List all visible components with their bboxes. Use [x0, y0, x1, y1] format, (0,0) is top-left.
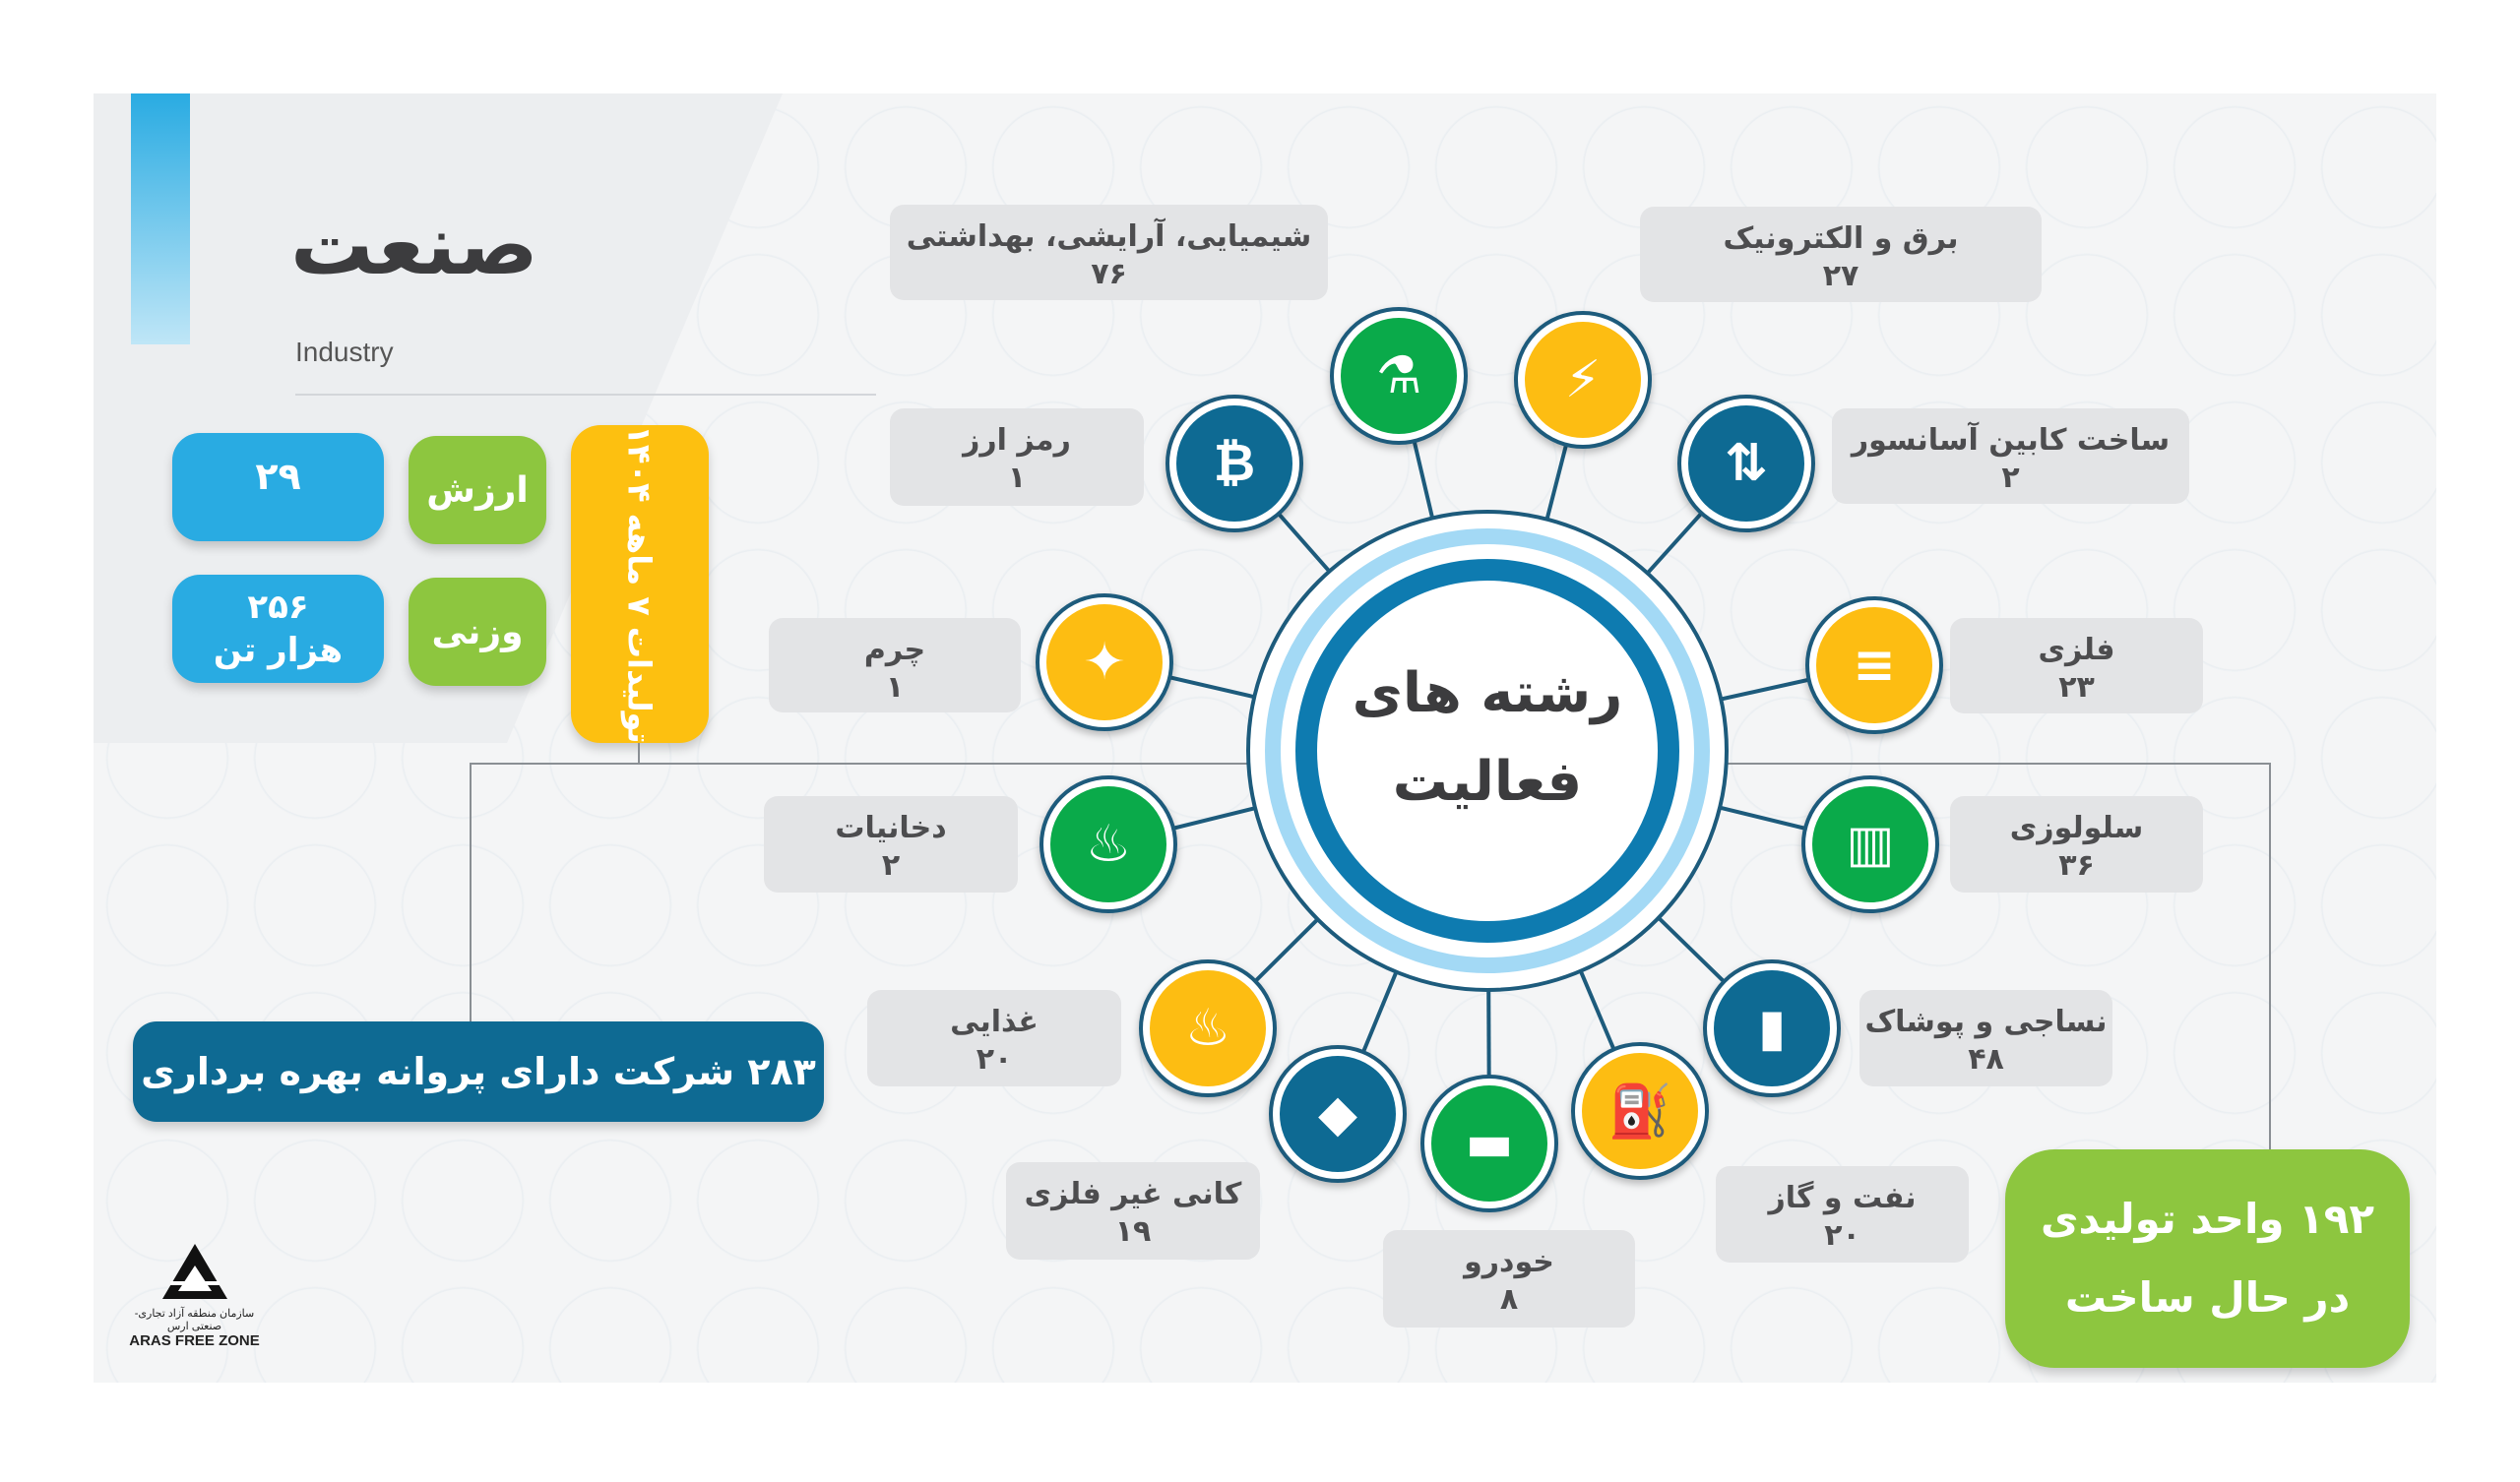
bitcoin-icon: ₿: [1176, 405, 1292, 522]
sector-count: ۲۷: [1822, 258, 1859, 293]
connector-line: [470, 763, 472, 1023]
steel-beam-icon: ≡: [1816, 607, 1932, 723]
weight-label: وزنی: [409, 578, 546, 686]
construction-line1: ۱۹۲ واحد تولیدی: [2041, 1195, 2374, 1244]
pipe-icon: ♨: [1050, 786, 1166, 902]
mineral-icon: ◆: [1280, 1056, 1396, 1172]
construction-line2: در حال ساخت: [2064, 1273, 2351, 1322]
sector-count: ۲: [881, 847, 901, 883]
sector-label: نساجی و پوشاک ۴۸: [1859, 990, 2112, 1086]
hub-light-ring: [1265, 528, 1710, 973]
sector-count: ۷۶: [1091, 256, 1127, 291]
aras-logo: سازمان منطقه آزاد تجاری-صنعتی ارس ARAS F…: [123, 1242, 266, 1360]
sector-icon-badge: ⚡: [1514, 311, 1652, 449]
sector-icon-badge: ▮: [1703, 959, 1841, 1097]
sector-icon-badge: ♨: [1139, 959, 1277, 1097]
logo-subtext: سازمان منطقه آزاد تجاری-صنعتی ارس: [134, 1308, 255, 1332]
sector-name: فلزی: [2038, 633, 2115, 667]
sector-label: خودرو ۸: [1383, 1230, 1635, 1328]
sector-count: ۲۳: [2058, 669, 2095, 705]
sector-icon-badge: ▥: [1801, 775, 1939, 913]
value-number: ۲۹: [255, 455, 301, 498]
sector-name: ساخت کابین آسانسور: [1851, 423, 2171, 458]
divider: [295, 394, 876, 396]
sector-name: رمز ارز: [963, 423, 1071, 458]
sector-name: خودرو: [1464, 1245, 1554, 1279]
licensed-companies-banner: ۲۸۳ شرکت دارای پروانه بهره برداری: [133, 1021, 824, 1122]
hub-dark-ring: [1295, 559, 1679, 943]
page-subtitle: Industry: [295, 337, 394, 367]
chemical-bottle-icon: ⚗: [1341, 318, 1457, 434]
sector-name: نساجی و پوشاک: [1864, 1005, 2108, 1039]
sector-count: ۱: [885, 669, 905, 705]
sector-label: چرم ۱: [769, 618, 1021, 712]
sector-count: ۱۹: [1114, 1213, 1152, 1249]
weight-stat: ۲۵۶ هزار تن: [172, 575, 384, 683]
sector-icon-badge: ⇅: [1677, 395, 1815, 532]
sector-label: سلولوزی ۳۶: [1950, 796, 2203, 893]
sector-icon-badge: ♨: [1040, 775, 1177, 913]
sector-name: برق و الکترونیک: [1723, 221, 1959, 256]
sector-name: سلولوزی: [2009, 811, 2144, 845]
value-stat: ۲۹: [172, 433, 384, 541]
sector-label: نفت و گاز ۲۰: [1716, 1166, 1969, 1263]
logo-text: ARAS FREE ZONE: [129, 1332, 260, 1349]
connector-line: [638, 743, 640, 763]
value-label: ارزش: [409, 436, 546, 544]
sector-count: ۴۸: [1968, 1041, 2004, 1077]
sector-count: ۸: [1499, 1281, 1519, 1317]
oil-pump-icon: ⛽: [1582, 1053, 1698, 1169]
sector-icon-badge: ⛽: [1571, 1042, 1709, 1180]
hub-title: رشته های فعالیت: [1306, 649, 1669, 826]
food-icon: ♨: [1150, 970, 1266, 1086]
connector-line: [2269, 763, 2271, 1151]
sector-count: ۲۰: [976, 1041, 1013, 1077]
sector-label: شیمیایی، آرایشی، بهداشتی ۷۶: [890, 205, 1328, 300]
hub-title-line2: فعالیت: [1392, 749, 1583, 814]
sector-label: ساخت کابین آسانسور ۲: [1832, 408, 2189, 504]
period-label: تولیدات ۷ ماهه ۱۴۰۴: [571, 425, 709, 743]
sector-label: برق و الکترونیک ۲۷: [1640, 207, 2042, 302]
weight-unit: هزار تن: [213, 631, 344, 670]
lightning-icon: ⚡: [1525, 322, 1641, 438]
paper-roll-icon: ▥: [1812, 786, 1928, 902]
mountain-logo-icon: [161, 1244, 227, 1299]
sector-icon-badge: ▬: [1420, 1075, 1558, 1212]
sector-name: نفت و گاز: [1768, 1181, 1917, 1215]
sector-icon-badge: ✦: [1036, 593, 1173, 731]
elevator-icon: ⇅: [1688, 405, 1804, 522]
under-construction-box: ۱۹۲ واحد تولیدی در حال ساخت: [2005, 1149, 2410, 1368]
car-icon: ▬: [1431, 1085, 1547, 1202]
sector-label: رمز ارز ۱: [890, 408, 1144, 506]
sector-name: دخانیات: [835, 811, 947, 845]
weight-number: ۲۵۶: [247, 587, 309, 627]
sector-count: ۳۶: [2058, 847, 2095, 883]
sector-icon-badge: ≡: [1805, 596, 1943, 734]
sector-icon-badge: ⚗: [1330, 307, 1468, 445]
sector-count: ۲: [2001, 460, 2020, 495]
sector-label: فلزی ۲۳: [1950, 618, 2203, 713]
sector-name: چرم: [863, 633, 926, 667]
sector-label: دخانیات ۲: [764, 796, 1018, 893]
thread-spool-icon: ▮: [1714, 970, 1830, 1086]
hub-title-line1: رشته های: [1352, 661, 1623, 725]
sector-name: کانی غیر فلزی: [1024, 1177, 1242, 1211]
sector-icon-badge: ◆: [1269, 1045, 1407, 1183]
sector-name: شیمیایی، آرایشی، بهداشتی: [906, 219, 1312, 254]
page-title: صنعت: [290, 197, 538, 293]
sector-label: کانی غیر فلزی ۱۹: [1006, 1162, 1260, 1260]
accent-bar: [131, 93, 190, 344]
sector-count: ۲۰: [1824, 1217, 1860, 1253]
sector-count: ۱: [1007, 460, 1027, 495]
sector-icon-badge: ₿: [1166, 395, 1303, 532]
sector-label: غذایی ۲۰: [867, 990, 1121, 1086]
sector-name: غذایی: [950, 1005, 1039, 1039]
leather-icon: ✦: [1046, 604, 1163, 720]
